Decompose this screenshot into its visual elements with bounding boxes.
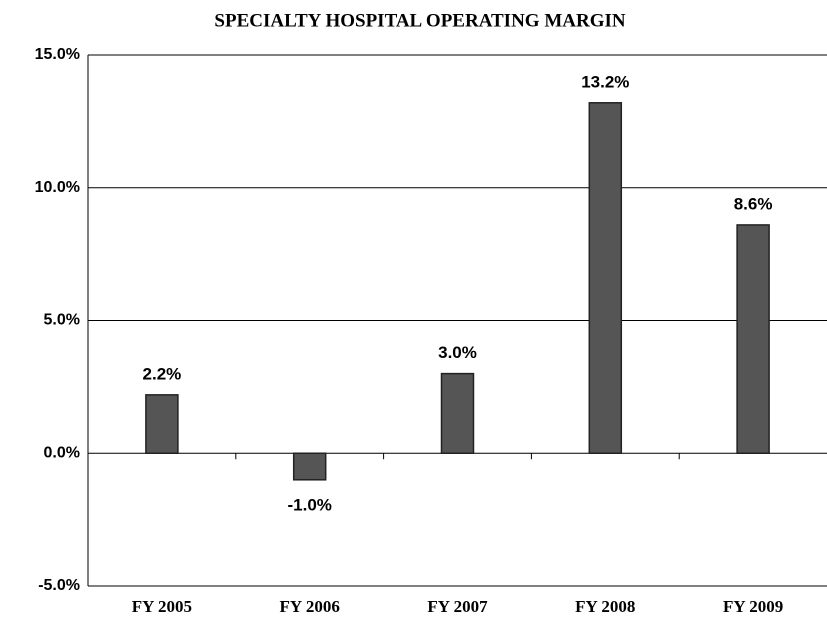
chart-title: SPECIALTY HOSPITAL OPERATING MARGIN [214,10,625,31]
bar [736,224,770,454]
value-label: 13.2% [581,72,629,91]
y-tick-label: 0.0% [44,444,80,461]
x-tick-label: FY 2005 [132,597,192,616]
y-tick-label: 15.0% [35,46,80,63]
value-label: 2.2% [143,364,182,383]
value-label: 3.0% [438,343,477,362]
x-tick-label: FY 2007 [427,597,488,616]
y-tick-label: -5.0% [38,577,80,594]
y-tick-label: 5.0% [44,312,80,329]
x-tick-label: FY 2009 [723,597,783,616]
x-tick-label: FY 2006 [280,597,340,616]
y-tick-label: 10.0% [35,179,80,196]
bar [292,452,327,481]
x-tick-label: FY 2008 [575,597,635,616]
bar [440,372,475,455]
value-label: -1.0% [287,495,331,514]
bar [588,102,623,454]
bar [145,394,179,454]
value-label: 8.6% [734,194,773,213]
